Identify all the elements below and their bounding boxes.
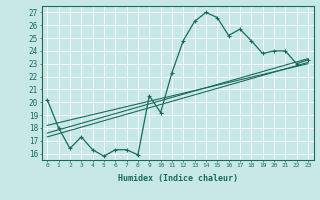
- X-axis label: Humidex (Indice chaleur): Humidex (Indice chaleur): [118, 174, 237, 183]
